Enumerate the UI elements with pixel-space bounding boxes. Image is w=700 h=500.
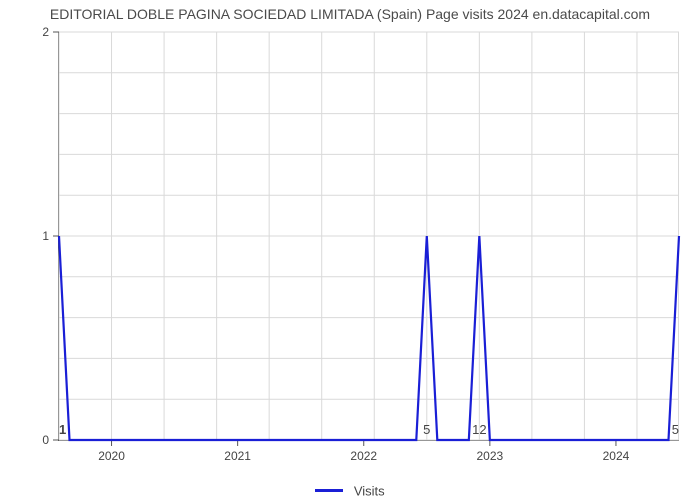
inner-value-label: 12 [472,422,486,437]
inner-value-label: 5 [423,422,430,437]
legend-label-visits: Visits [354,483,385,498]
svg-text:2021: 2021 [224,449,251,463]
x-tick: 2020 [98,440,125,463]
inner-value-label: 1 [59,422,66,437]
series-visits [59,236,679,440]
grid [59,32,679,440]
x-tick: 2023 [476,440,503,463]
svg-text:2: 2 [42,25,49,39]
y-tick: 2 [42,25,59,39]
x-tick: 2021 [224,440,251,463]
x-tick: 2022 [350,440,377,463]
svg-text:2022: 2022 [350,449,377,463]
chart-container: EDITORIAL DOBLE PAGINA SOCIEDAD LIMITADA… [0,0,700,500]
svg-text:2023: 2023 [476,449,503,463]
inner-value-label: 5 [672,422,679,437]
chart-title: EDITORIAL DOBLE PAGINA SOCIEDAD LIMITADA… [0,6,700,22]
legend: Visits [0,482,700,500]
y-tick: 0 [42,433,59,447]
svg-text:0: 0 [42,433,49,447]
svg-text:1: 1 [42,229,49,243]
legend-swatch-visits [315,489,343,492]
svg-text:2024: 2024 [603,449,630,463]
x-tick: 2024 [603,440,630,463]
svg-text:2020: 2020 [98,449,125,463]
y-tick: 1 [42,229,59,243]
plot-area: 0122020202120222023202415125 [58,32,679,441]
